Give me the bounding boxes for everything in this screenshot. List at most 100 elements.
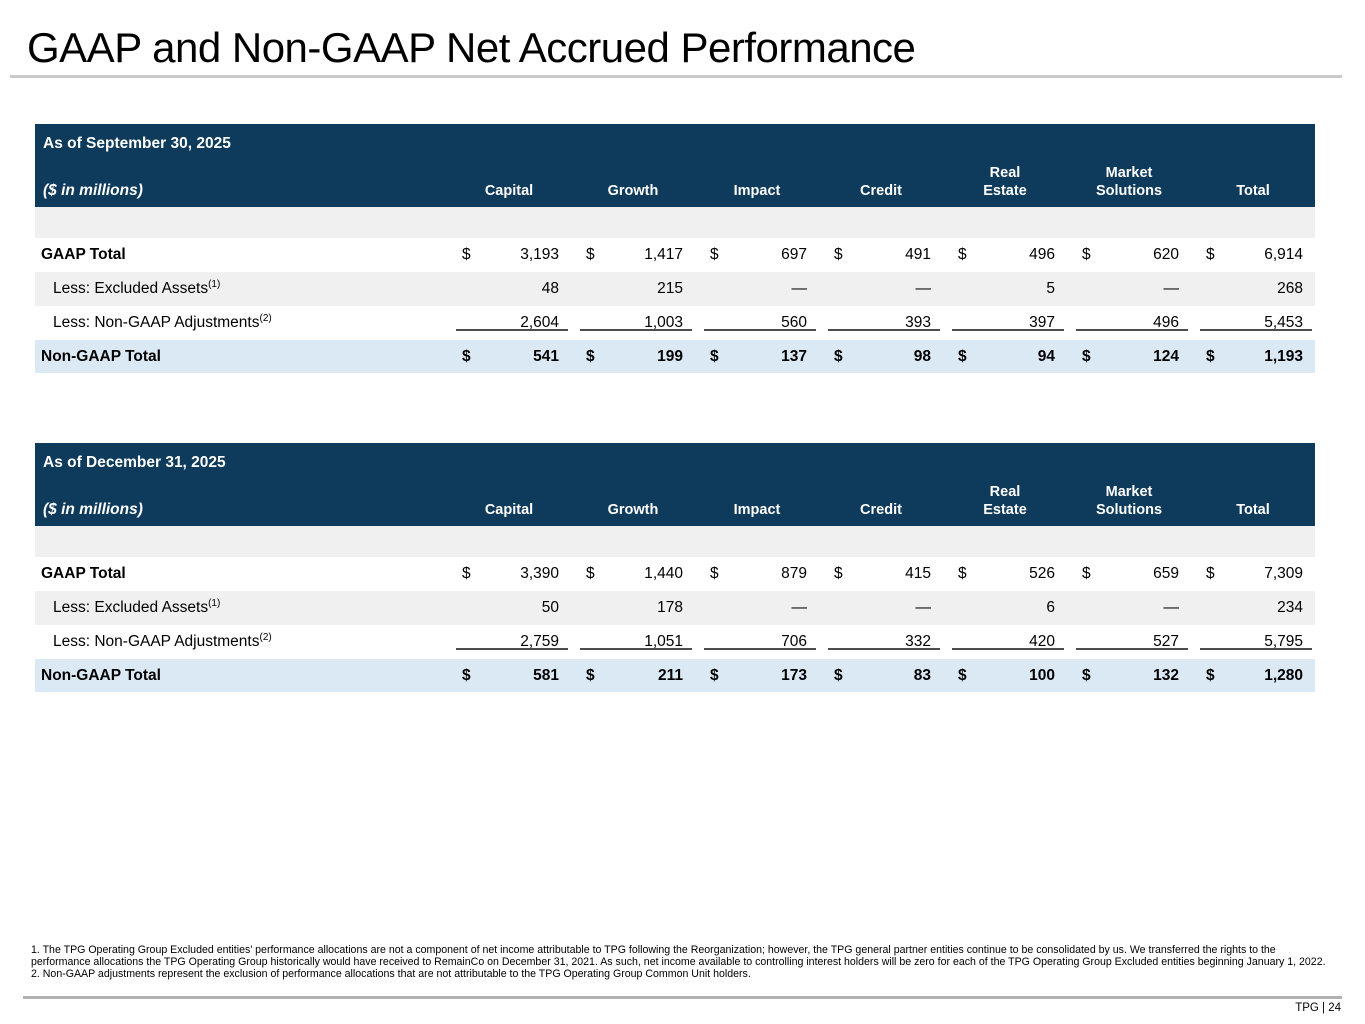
value-cell: $199 xyxy=(571,348,695,366)
value-cell: 332 xyxy=(819,633,943,651)
cell-value: 541 xyxy=(533,347,559,365)
cell-value: 98 xyxy=(913,347,931,365)
cell-value: 5,453 xyxy=(1264,314,1303,331)
cell-value: 1,440 xyxy=(644,565,683,582)
value-cell: $3,193 xyxy=(447,246,571,264)
cell-value: 491 xyxy=(905,246,931,263)
dollar-sign: $ xyxy=(462,565,471,582)
cell-value: 3,390 xyxy=(520,565,559,582)
value-cell: $3,390 xyxy=(447,565,571,583)
cell-value: 332 xyxy=(905,633,931,650)
cell-value: 48 xyxy=(541,280,559,297)
units-label: ($ in millions) xyxy=(43,501,143,518)
cell-value: 1,417 xyxy=(644,246,683,263)
table-september: As of September 30, 2025 ($ in millions)… xyxy=(35,124,1315,373)
cell-value: — xyxy=(1163,599,1180,616)
value-cell: 215 xyxy=(571,280,695,298)
cell-value: 496 xyxy=(1029,246,1055,263)
value-cell: 48 xyxy=(447,280,571,298)
cell-value: 173 xyxy=(781,666,807,684)
cell-value: 397 xyxy=(1029,314,1055,331)
dollar-sign: $ xyxy=(462,246,471,263)
dollar-sign: $ xyxy=(834,565,843,582)
cell-value: 5,795 xyxy=(1264,633,1303,650)
row-label: Non-GAAP Total xyxy=(41,347,161,365)
dollar-sign: $ xyxy=(710,666,719,684)
value-cell: 706 xyxy=(695,633,819,651)
cell-value: 1,280 xyxy=(1264,666,1303,684)
value-cell: 5,453 xyxy=(1191,314,1315,332)
column-header-real-estate: Real Estate xyxy=(983,484,1027,518)
table-row: GAAP Total $3,390 $1,440 $879 $415 $526 $659 $7… xyxy=(35,557,1315,591)
cell-value: 706 xyxy=(781,633,807,650)
table-row: Non-GAAP Total $541 $199 $137 $98 $94 $124 $1,1… xyxy=(35,340,1315,373)
dollar-sign: $ xyxy=(710,246,719,263)
table-row: Less: Non-GAAP Adjustments(2) 2,759 1,051 7… xyxy=(35,625,1315,659)
row-label: GAAP Total xyxy=(41,565,126,582)
cell-value: 215 xyxy=(657,280,683,297)
spacer-row xyxy=(35,526,1315,557)
cell-value: 560 xyxy=(781,314,807,331)
value-cell: $1,440 xyxy=(571,565,695,583)
cell-value: 83 xyxy=(913,666,931,684)
column-header-growth: Growth xyxy=(607,501,659,518)
table-header: As of December 31, 2025 ($ in millions) … xyxy=(35,443,1315,526)
cell-value: — xyxy=(791,599,808,616)
value-cell: $659 xyxy=(1067,565,1191,583)
cell-value: 6,914 xyxy=(1264,246,1303,263)
dollar-sign: $ xyxy=(1206,666,1215,684)
value-cell: 527 xyxy=(1067,633,1191,651)
spacer-row xyxy=(35,207,1315,238)
table-row: GAAP Total $3,193 $1,417 $697 $491 $496 $620 $6… xyxy=(35,238,1315,272)
cell-value: 5 xyxy=(1046,280,1055,297)
value-cell: 420 xyxy=(943,633,1067,651)
cell-value: 178 xyxy=(657,599,683,616)
table-row: Less: Non-GAAP Adjustments(2) 2,604 1,003 5… xyxy=(35,306,1315,340)
value-cell: $98 xyxy=(819,348,943,366)
value-cell: 178 xyxy=(571,599,695,617)
cell-value: 496 xyxy=(1153,314,1179,331)
value-cell: $6,914 xyxy=(1191,246,1315,264)
dollar-sign: $ xyxy=(462,666,471,684)
column-header-row: ($ in millions) Capital Growth Impact Cr… xyxy=(35,484,1315,519)
value-cell: $173 xyxy=(695,667,819,685)
value-cell: 6 xyxy=(943,599,1067,617)
column-header-credit: Credit xyxy=(860,501,902,518)
dollar-sign: $ xyxy=(586,565,595,582)
cell-value: 6 xyxy=(1046,599,1055,616)
as-of-label: As of September 30, 2025 xyxy=(43,135,231,152)
dollar-sign: $ xyxy=(462,347,471,365)
row-label: Less: Excluded Assets(1) xyxy=(53,597,221,616)
value-cell: — xyxy=(695,599,819,617)
column-header-capital: Capital xyxy=(484,182,534,199)
column-header-capital: Capital xyxy=(484,501,534,518)
cell-value: 1,193 xyxy=(1264,347,1303,365)
value-cell: 496 xyxy=(1067,314,1191,332)
value-cell: 2,759 xyxy=(447,633,571,651)
value-cell: 560 xyxy=(695,314,819,332)
cell-value: 659 xyxy=(1153,565,1179,582)
value-cell: — xyxy=(1067,599,1191,617)
cell-value: 50 xyxy=(541,599,559,616)
row-label: Less: Excluded Assets(1) xyxy=(53,278,221,297)
footer-divider xyxy=(23,996,1342,999)
column-header-growth: Growth xyxy=(607,182,659,199)
cell-value: 124 xyxy=(1153,347,1179,365)
cell-value: — xyxy=(1163,280,1180,297)
value-cell: — xyxy=(695,280,819,298)
cell-value: 1,003 xyxy=(644,314,683,331)
row-label: Less: Non-GAAP Adjustments(2) xyxy=(53,312,272,331)
value-cell: 50 xyxy=(447,599,571,617)
page-title: GAAP and Non-GAAP Net Accrued Performanc… xyxy=(27,24,916,71)
value-cell: $100 xyxy=(943,667,1067,685)
cell-value: 527 xyxy=(1153,633,1179,650)
table-row: Less: Excluded Assets(1) 50 178 — — 6 — 234 xyxy=(35,591,1315,625)
column-header-market-solutions: Market Solutions xyxy=(1095,484,1163,518)
dollar-sign: $ xyxy=(834,666,843,684)
dollar-sign: $ xyxy=(1206,347,1215,365)
value-cell: $526 xyxy=(943,565,1067,583)
value-cell: $879 xyxy=(695,565,819,583)
footnote-ref: (2) xyxy=(259,631,272,643)
dollar-sign: $ xyxy=(834,246,843,263)
title-divider xyxy=(10,75,1342,78)
